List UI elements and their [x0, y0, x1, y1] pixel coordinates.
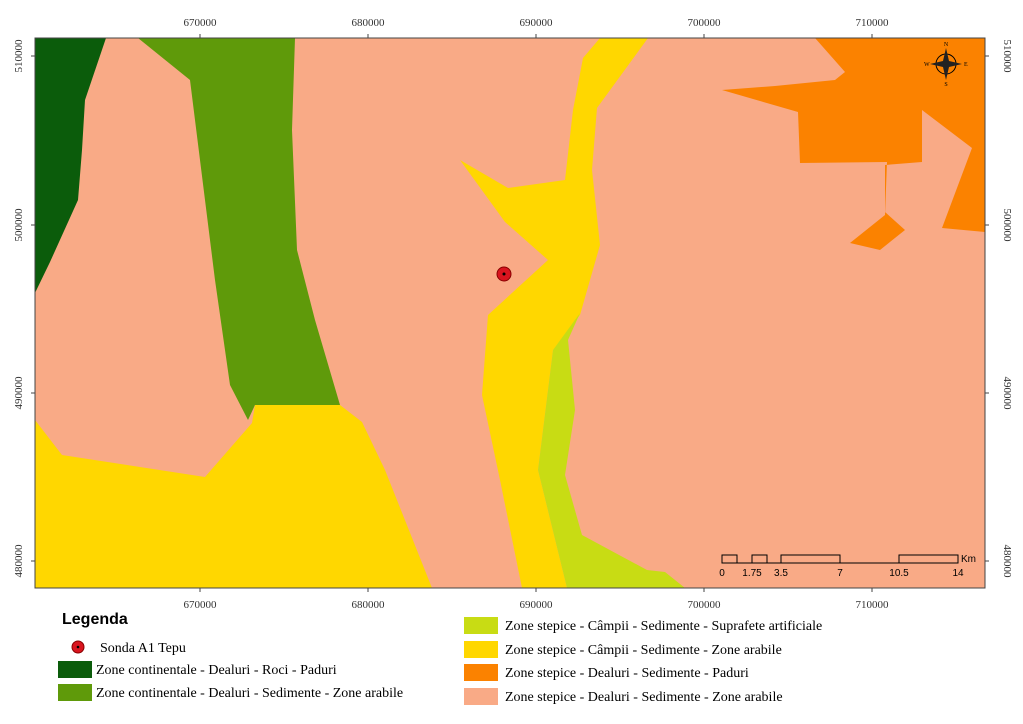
x-tick-label: 710000: [856, 599, 890, 611]
legend-label: Zone continentale - Dealuri - Roci - Pad…: [96, 663, 337, 678]
x-tick-label: 680000: [352, 17, 386, 29]
y-tick-label: 510000: [1001, 40, 1013, 74]
compass-s: S: [944, 82, 947, 88]
legend-label: Sonda A1 Tepu: [100, 641, 186, 656]
legend-label: Zone stepice - Câmpii - Sedimente - Supr…: [505, 619, 822, 634]
y-tick-label: 500000: [1001, 209, 1013, 243]
sonda-dot: [502, 272, 506, 276]
zone-continentale-sedimente: [138, 38, 340, 420]
legend-label: Zone stepice - Câmpii - Sedimente - Zone…: [505, 643, 782, 658]
legend-swatch: [58, 684, 92, 701]
legend-swatch: [464, 617, 498, 634]
scale-label: 10.5: [889, 568, 909, 579]
legend-swatch: [464, 664, 498, 681]
y-tick-label: 490000: [13, 376, 25, 410]
legend-swatch: [464, 641, 498, 658]
zone-campii-arabile: [460, 38, 648, 588]
scale-bar: [721, 554, 959, 564]
scale-label: 7: [837, 568, 843, 579]
zone-campii-artificiale: [538, 313, 685, 588]
scale-label: 1.75: [742, 568, 762, 579]
legend-label: Zone continentale - Dealuri - Sedimente …: [96, 686, 403, 701]
legend-swatch: [464, 688, 498, 705]
zone-continentale-roci: [35, 38, 106, 293]
legend: Legenda Sonda A1 Tepu Zone continentale -…: [58, 611, 822, 705]
compass: N S E W: [924, 42, 968, 88]
zone-stepice-paduri: [722, 38, 985, 250]
x-tick-label: 690000: [520, 599, 554, 611]
map-area: [34, 37, 986, 589]
scale-label: 3.5: [774, 568, 788, 579]
y-tick-label: 510000: [13, 39, 25, 73]
y-tick-label: 480000: [1001, 545, 1013, 579]
legend-marker-dot: [76, 645, 80, 649]
compass-w: W: [924, 62, 930, 68]
x-tick-label: 710000: [856, 17, 890, 29]
legend-label: Zone stepice - Dealuri - Sedimente - Zon…: [505, 690, 783, 705]
legend-label: Zone stepice - Dealuri - Sedimente - Pad…: [505, 666, 749, 681]
legend-title: Legenda: [62, 611, 128, 628]
zone-campii-arabile: [35, 405, 432, 588]
x-tick-label: 670000: [184, 599, 218, 611]
map-frame: [34, 37, 986, 589]
y-tick-label: 490000: [1001, 377, 1013, 411]
scale-unit: Km: [961, 554, 976, 565]
scale-label: 14: [952, 568, 964, 579]
scale-label: 0: [719, 568, 725, 579]
y-tick-label: 500000: [13, 208, 25, 242]
x-tick-label: 690000: [520, 17, 554, 29]
y-tick-label: 480000: [13, 544, 25, 578]
compass-n: N: [944, 42, 949, 48]
scale-bar-graphic: [721, 554, 959, 564]
legend-swatch: [58, 661, 92, 678]
compass-star: [930, 48, 962, 80]
x-tick-label: 700000: [688, 17, 722, 29]
x-tick-label: 670000: [184, 17, 218, 29]
compass-e: E: [964, 62, 968, 68]
x-tick-label: 680000: [352, 599, 386, 611]
x-tick-label: 700000: [688, 599, 722, 611]
